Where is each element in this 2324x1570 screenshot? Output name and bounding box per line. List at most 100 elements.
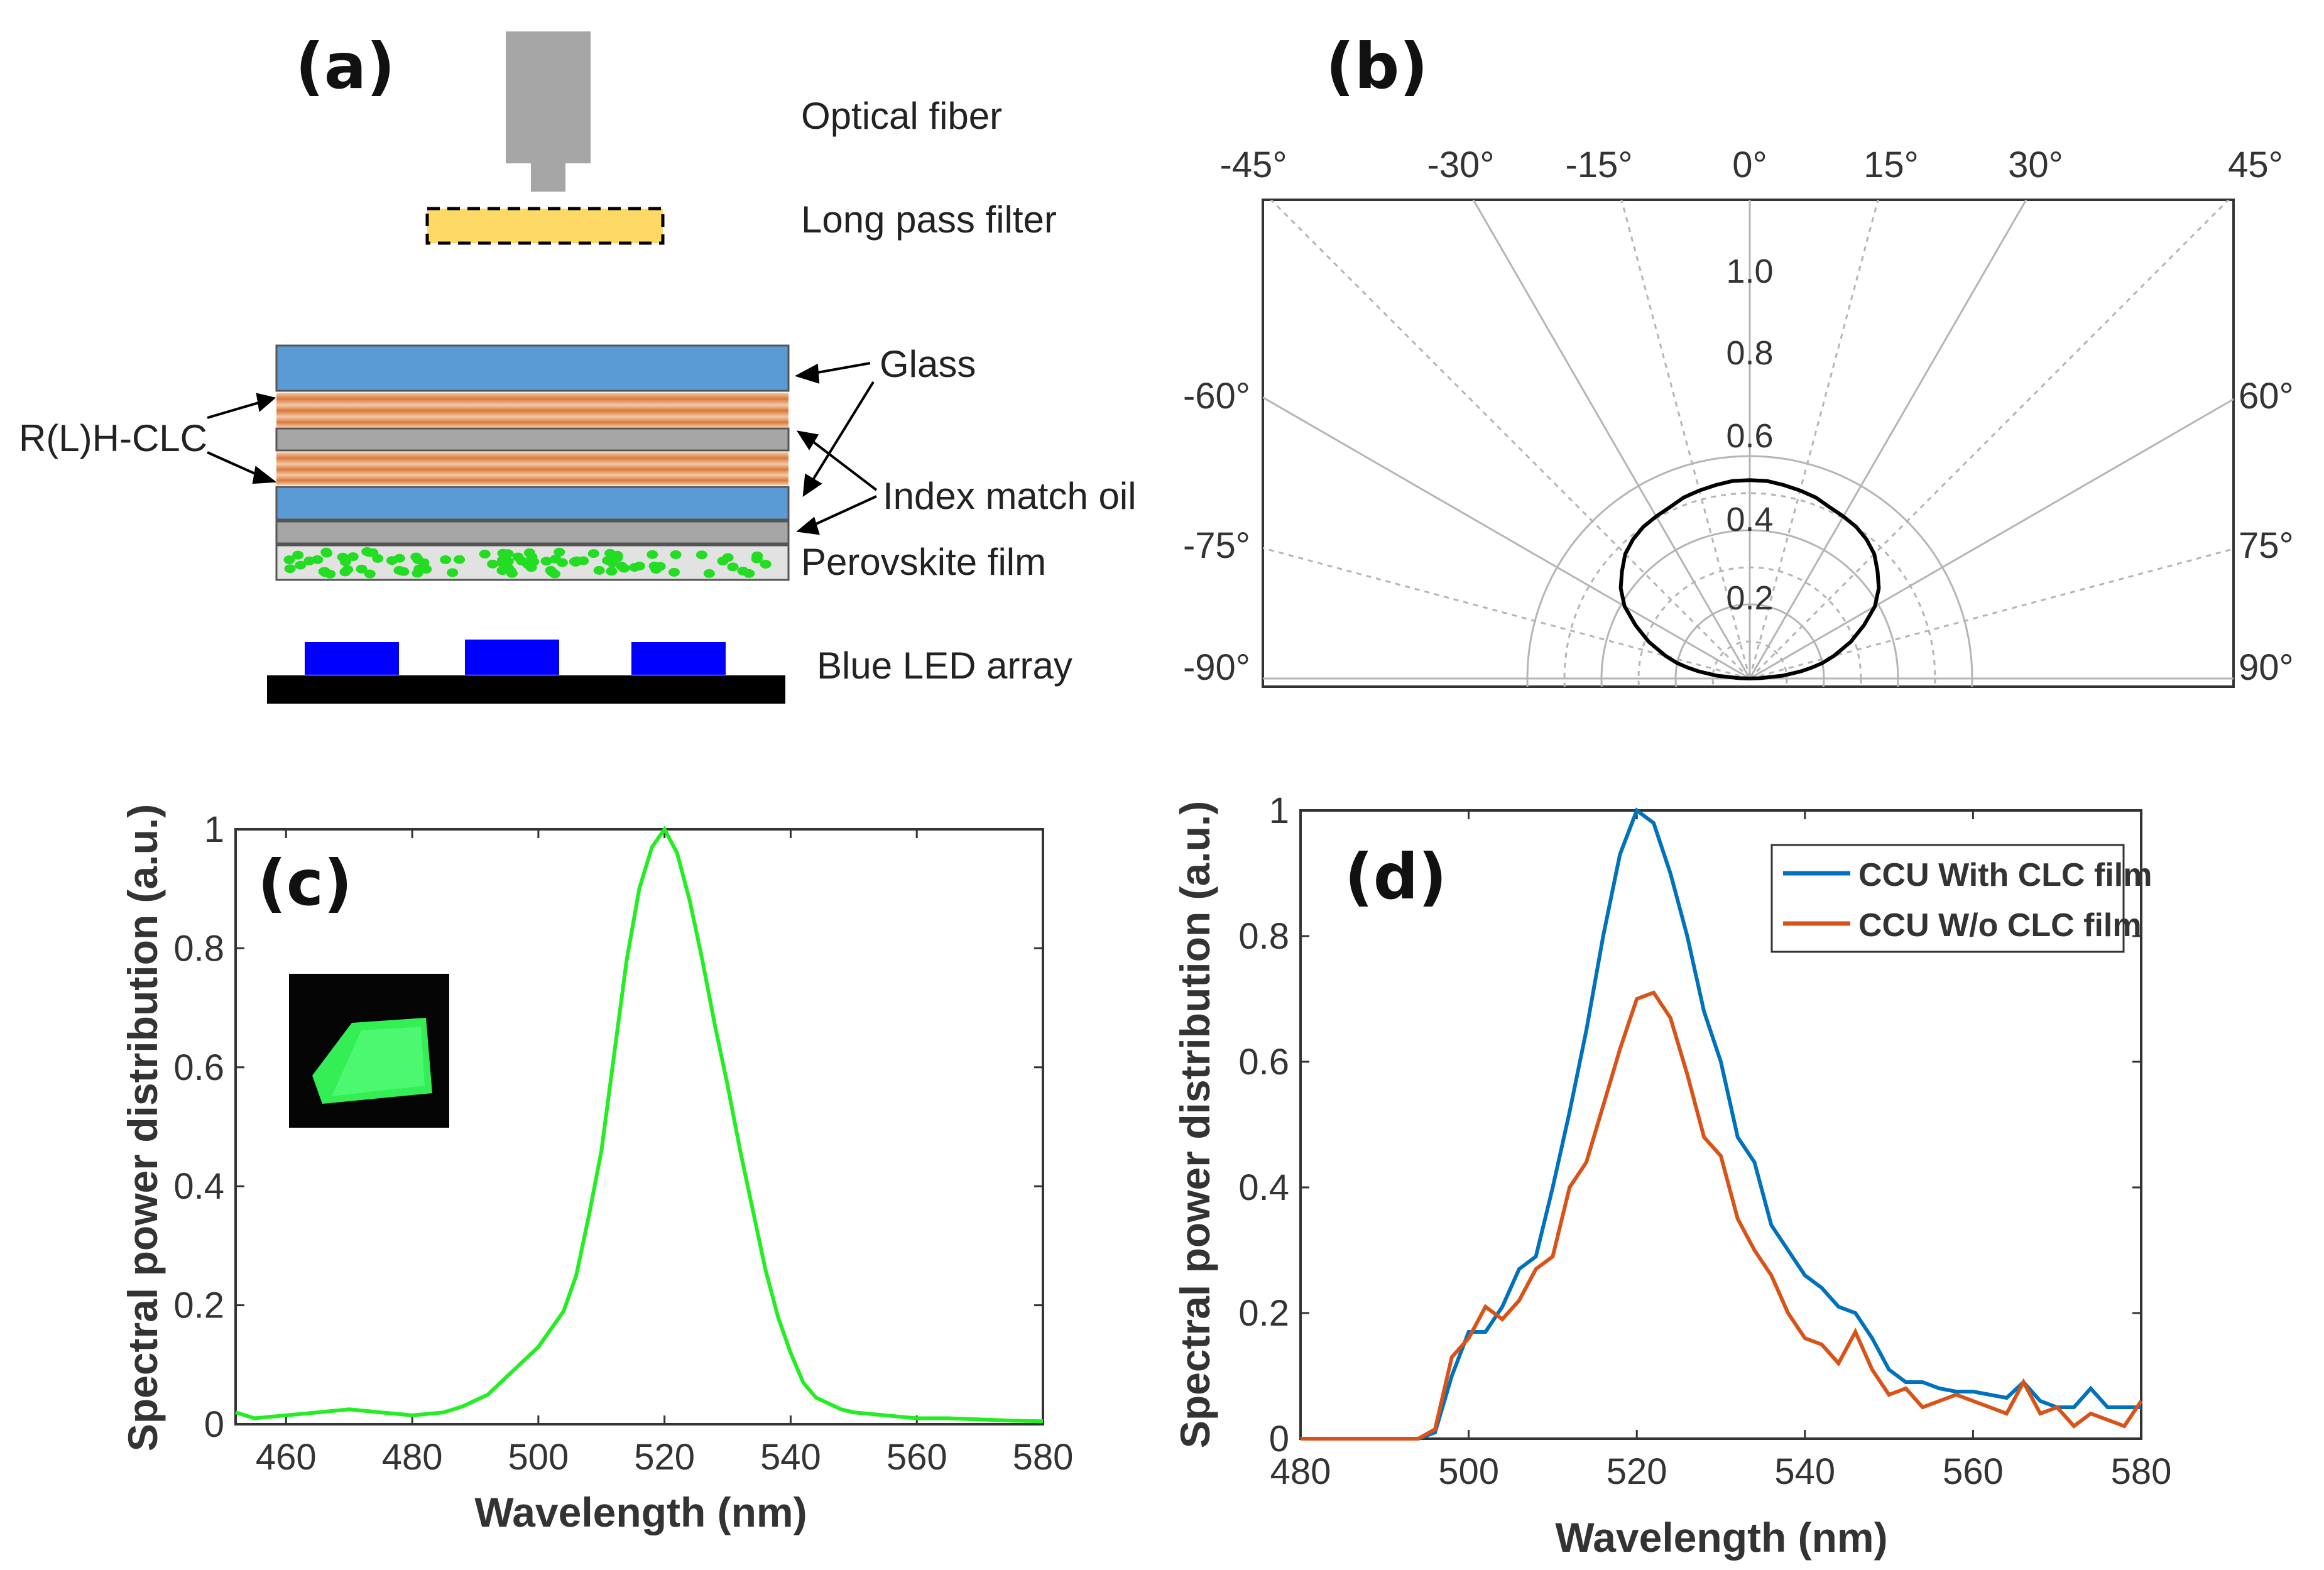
- polar-spoke: [1472, 200, 1751, 679]
- panel-a: (a) Optical fiber Long pass filter: [19, 30, 1137, 704]
- perovskite-dot: [284, 564, 296, 574]
- y-tick-label: 1: [204, 809, 224, 850]
- x-tick-label: 520: [634, 1437, 695, 1478]
- arrow-clc-2-head: [252, 466, 277, 484]
- perovskite-dot: [633, 562, 645, 570]
- x-tick-label: 480: [382, 1437, 443, 1478]
- y-tick-label: 0.2: [1238, 1293, 1289, 1334]
- perovskite-dot: [393, 565, 405, 575]
- long-pass-filter-label: Long pass filter: [801, 199, 1057, 241]
- angle-tick-30: 30°: [2008, 144, 2063, 185]
- perovskite-dots: [283, 547, 772, 579]
- optical-fiber-label: Optical fiber: [801, 95, 1002, 137]
- perovskite-dot: [540, 557, 552, 566]
- legend-label-without-clc: CCU W/o CLC film: [1858, 907, 2142, 944]
- legend-box: [1770, 844, 2125, 953]
- perovskite-dot: [506, 569, 518, 578]
- perovskite-dot: [339, 557, 351, 566]
- y-tick-label: 0: [1269, 1419, 1289, 1459]
- blue-led-1: [305, 642, 399, 675]
- plot-d-series-with-clc: [1301, 807, 2141, 1441]
- polar-frame: [1262, 199, 2235, 688]
- arrow-glass-2-head: [802, 473, 822, 498]
- arrow-oil-2: [810, 495, 877, 528]
- panel-a-label: (a): [295, 30, 395, 103]
- optical-fiber-tip: [531, 163, 565, 192]
- arrow-oil-1: [809, 439, 878, 491]
- angle-tick-45: 45°: [2228, 144, 2283, 185]
- plot-c-series-line: [235, 826, 1044, 1424]
- radial-tick-1.0: 1.0: [1726, 253, 1773, 290]
- perovskite-dot: [372, 553, 384, 563]
- index-match-oil-layer-2: [275, 520, 790, 545]
- perovskite-dot: [312, 555, 324, 564]
- perovskite-dot: [570, 557, 582, 567]
- arrow-oil-1-head: [796, 430, 819, 450]
- arrow-glass-1-head: [794, 363, 820, 384]
- plot-c-ylabel: Spectral power distribution (a.u.): [119, 804, 166, 1451]
- perovskite-dot: [548, 569, 560, 579]
- radial-tick-0.2: 0.2: [1726, 579, 1773, 617]
- x-tick-label: 580: [1013, 1437, 1074, 1478]
- x-tick-label: 580: [2111, 1451, 2172, 1492]
- perovskite-dot: [283, 555, 295, 564]
- angle-tick-m30: -30°: [1427, 144, 1494, 185]
- plot-d-frame: [1299, 809, 2142, 1440]
- angle-tick-m90: -90°: [1183, 647, 1250, 688]
- index-match-oil-label: Index match oil: [883, 475, 1137, 517]
- y-tick-label: 1: [1269, 790, 1289, 831]
- arrow-clc-1: [207, 401, 261, 419]
- blue-led-array-label: Blue LED array: [817, 645, 1072, 687]
- radial-tick-0.4: 0.4: [1726, 501, 1773, 538]
- panel-b-label: (b): [1326, 30, 1428, 103]
- perovskite-dot: [593, 565, 605, 575]
- optical-fiber-body: [506, 31, 591, 163]
- plot-c-xlabel: Wavelength (nm): [474, 1489, 807, 1535]
- perovskite-dot: [618, 564, 630, 573]
- angle-tick-60: 60°: [2239, 376, 2294, 417]
- plot-d-series-without-clc: [1301, 990, 2143, 1441]
- angle-tick-m45: -45°: [1219, 144, 1287, 185]
- plot-c-frame: [234, 828, 1044, 1426]
- perovskite-dot: [497, 548, 509, 558]
- perovskite-dot: [606, 567, 618, 576]
- perovskite-dot: [516, 556, 528, 565]
- arrow-glass-1: [810, 362, 871, 375]
- panel-d-label: (d): [1345, 840, 1447, 913]
- glass-layer-bottom: [275, 486, 790, 521]
- x-tick-label: 540: [1774, 1451, 1835, 1492]
- perovskite-dot: [602, 556, 614, 565]
- rlh-clc-label: R(L)H-CLC: [19, 417, 207, 459]
- plot-d-ticks: 480 500 520 540 560 580 0 0.2 0.4 0.6 0.8 1: [1238, 790, 2171, 1492]
- perovskite-dot: [292, 550, 304, 560]
- polar-series-curve: [1618, 478, 1881, 680]
- panel-d: 480 500 520 540 560 580 0 0.2 0.4 0.6 0.8 1 (d) CCU…: [1172, 790, 2171, 1561]
- perovskite-dot: [670, 550, 682, 559]
- perovskite-dot: [487, 559, 499, 569]
- angle-tick-75: 75°: [2239, 525, 2294, 566]
- y-tick-label: 0.4: [173, 1166, 224, 1207]
- perovskite-dot: [364, 569, 376, 579]
- y-tick-label: 0.6: [1238, 1042, 1289, 1082]
- perovskite-dot: [523, 548, 535, 557]
- perovskite-dot: [393, 553, 405, 563]
- perovskite-dot: [587, 549, 599, 559]
- perovskite-dot: [447, 568, 459, 577]
- perovskite-dot: [550, 554, 562, 564]
- angle-tick-90: 90°: [2239, 647, 2294, 688]
- radial-tick-0.6: 0.6: [1726, 417, 1773, 455]
- perovskite-dot: [696, 550, 707, 560]
- perovskite-dot: [318, 567, 330, 576]
- x-tick-label: 500: [508, 1437, 569, 1478]
- perovskite-dot: [737, 567, 749, 575]
- y-tick-label: 0.8: [173, 928, 224, 969]
- y-tick-label: 0.4: [1238, 1167, 1289, 1208]
- long-pass-filter: [425, 207, 665, 245]
- arrow-oil-2-head: [796, 516, 820, 535]
- radial-tick-0.8: 0.8: [1726, 334, 1773, 372]
- glass-layer-top: [275, 344, 790, 392]
- panel-c-label: (c): [258, 846, 352, 920]
- perovskite-dot: [650, 565, 662, 574]
